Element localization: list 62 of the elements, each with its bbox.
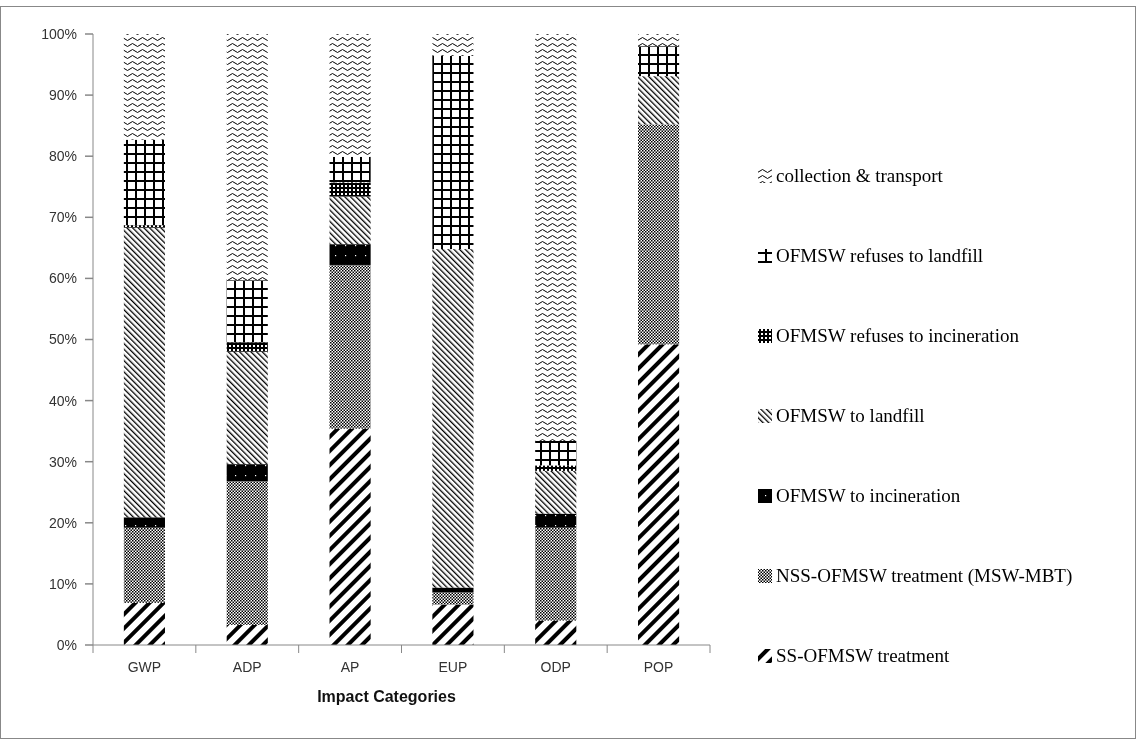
bar: [432, 592, 474, 605]
x-tick-label: EUP: [438, 659, 468, 675]
y-tick-label: 80%: [48, 148, 77, 165]
y-tick-label: 30%: [48, 453, 77, 470]
y-tick-label: 20%: [48, 514, 77, 531]
bar: [123, 602, 165, 645]
bar: [123, 34, 165, 140]
y-tick-label: 70%: [48, 209, 77, 226]
y-tick-label: 0%: [56, 636, 77, 653]
legend-label: NSS-OFMSW treatment (MSW-MBT): [776, 565, 1073, 587]
bar: [329, 34, 371, 157]
x-tick-label: GWP: [127, 659, 162, 675]
x-tick-label: ODP: [540, 659, 571, 675]
bar: [123, 225, 165, 228]
bar: [226, 280, 268, 343]
legend-label: collection & transport: [776, 165, 944, 186]
bar: [329, 156, 371, 183]
bar: [329, 264, 371, 429]
bar: [535, 440, 577, 466]
bar: [638, 76, 680, 125]
bar: [123, 139, 165, 226]
bar: [123, 527, 165, 603]
bar: [535, 465, 577, 471]
legend-label: OFMSW refuses to incineration: [776, 325, 1020, 346]
bar: [226, 342, 268, 352]
legend-label: SS-OFMSW treatment: [776, 645, 951, 666]
x-tick-label: AP: [340, 659, 360, 675]
legend-label: OFMSW to incineration: [776, 485, 961, 506]
bar: [329, 428, 371, 645]
bar: [123, 227, 165, 518]
bar: [226, 481, 268, 625]
bar: [432, 604, 474, 645]
bar: [535, 470, 577, 514]
bar: [329, 196, 371, 245]
bar: [226, 464, 268, 482]
y-tick-label: 90%: [48, 87, 77, 103]
bar: [535, 527, 577, 621]
y-tick-label: 50%: [48, 331, 77, 348]
bar: [638, 344, 680, 645]
bar: [329, 244, 371, 265]
legend-label: OFMSW to landfill: [776, 405, 925, 426]
x-tick-label: ADP: [232, 659, 262, 675]
x-tick-label: POP: [643, 659, 674, 675]
legend-label: OFMSW refuses to landfill: [776, 245, 984, 266]
bar: [123, 517, 165, 528]
bar: [226, 34, 268, 281]
bar: [329, 182, 371, 197]
bar: [432, 249, 474, 588]
bar: [535, 34, 577, 441]
bar: [535, 513, 577, 528]
y-tick-label: 10%: [48, 575, 77, 592]
y-tick-label: 40%: [48, 392, 77, 409]
bar: [535, 620, 577, 645]
y-tick-label: 60%: [48, 270, 77, 287]
bar: [638, 46, 680, 77]
bar: [432, 56, 474, 250]
x-axis-title: Impact Categories: [317, 688, 456, 705]
bar: [226, 624, 268, 645]
bar: [638, 34, 680, 47]
bar: [226, 351, 268, 465]
y-tick-label: 100%: [41, 25, 77, 42]
bar: [638, 124, 680, 345]
